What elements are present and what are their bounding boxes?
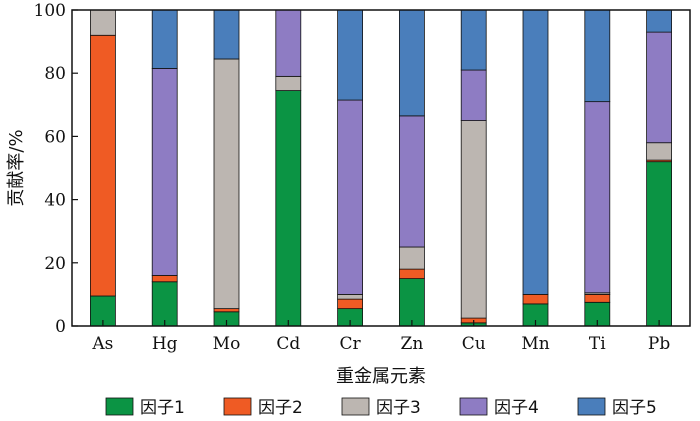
x-tick-label-Hg: Hg bbox=[152, 334, 178, 354]
legend-label-1: 因子1 bbox=[140, 398, 185, 418]
x-tick-label-Mo: Mo bbox=[213, 334, 241, 354]
bar-Cr-3 bbox=[337, 293, 364, 300]
legend-label-3: 因子3 bbox=[376, 398, 421, 418]
x-axis-title: 重金属元素 bbox=[336, 366, 426, 387]
bar-Ti-4 bbox=[584, 101, 611, 294]
y-tick-label: 60 bbox=[44, 127, 66, 147]
bar-Zn-1 bbox=[398, 278, 425, 327]
legend-label-2: 因子2 bbox=[258, 398, 303, 418]
x-tick-label-Ti: Ti bbox=[589, 334, 606, 354]
x-tick-label-Pb: Pb bbox=[648, 334, 670, 354]
bar-Cd-1 bbox=[275, 90, 302, 327]
bar-Pb-1 bbox=[646, 161, 672, 327]
bar-As-3 bbox=[90, 9, 116, 36]
y-axis: 0 20 40 60 80 100 bbox=[34, 1, 78, 337]
x-axis: As Hg Mo Cd Cr Zn Cu Mn Ti Pb bbox=[91, 320, 670, 354]
bar-Mo-3 bbox=[213, 58, 240, 310]
bar-Cr-4 bbox=[337, 99, 364, 295]
legend-swatch-1 bbox=[105, 397, 134, 416]
bar-Cr-5 bbox=[337, 9, 364, 101]
y-tick-label: 0 bbox=[55, 317, 66, 337]
x-tick-label-Cr: Cr bbox=[340, 334, 362, 354]
bar-Hg-1 bbox=[151, 281, 178, 327]
bar-Zn-5 bbox=[398, 9, 425, 117]
bar-Hg-2 bbox=[151, 275, 178, 283]
bar-Ti-2 bbox=[584, 293, 611, 303]
bar-Cu-3 bbox=[460, 120, 487, 319]
bar-Cr-2 bbox=[337, 298, 364, 310]
x-tick-label-Cu: Cu bbox=[462, 334, 486, 354]
y-tick-label: 40 bbox=[44, 191, 66, 211]
plot-area-frame bbox=[71, 9, 691, 327]
legend-swatch-3 bbox=[341, 397, 370, 416]
y-tick-label: 100 bbox=[34, 1, 66, 21]
y-tick-label: 80 bbox=[44, 64, 66, 84]
bar-Zn-4 bbox=[398, 115, 425, 248]
x-tick-label-Mn: Mn bbox=[521, 334, 549, 354]
x-tick-label-Zn: Zn bbox=[401, 334, 424, 354]
legend-swatch-5 bbox=[577, 397, 606, 416]
bar-Zn-2 bbox=[398, 268, 425, 279]
bar-Cu-4 bbox=[460, 69, 487, 122]
legend-label-4: 因子4 bbox=[494, 398, 539, 418]
bar-Cu-5 bbox=[460, 9, 487, 71]
y-axis-title: 贡献率/% bbox=[6, 129, 27, 206]
bar-Cd-3 bbox=[275, 75, 302, 91]
bar-Mo-5 bbox=[213, 9, 240, 60]
bar-Pb-3 bbox=[646, 142, 672, 161]
legend-swatch-4 bbox=[459, 397, 488, 416]
bar-Cd-4 bbox=[275, 9, 302, 77]
y-tick-label: 20 bbox=[44, 254, 66, 274]
bar-Mo-2 bbox=[213, 308, 240, 313]
bar-Mn-5 bbox=[522, 9, 549, 295]
bar-Pb-4 bbox=[646, 31, 672, 144]
bars-layer bbox=[90, 9, 672, 327]
x-tick-label-As: As bbox=[91, 334, 113, 354]
x-tick-label-Cd: Cd bbox=[276, 334, 300, 354]
bar-Pb-5 bbox=[646, 9, 672, 33]
legend-swatch-2 bbox=[223, 397, 252, 416]
bar-Hg-4 bbox=[151, 68, 178, 276]
bar-Mn-2 bbox=[522, 293, 549, 305]
bar-Hg-5 bbox=[151, 9, 178, 69]
legend: 因子1 因子2 因子3 因子4 因子5 bbox=[105, 397, 657, 418]
bar-As-2 bbox=[90, 34, 116, 297]
bar-Zn-3 bbox=[398, 246, 425, 270]
bar-Ti-5 bbox=[584, 9, 611, 103]
legend-label-5: 因子5 bbox=[612, 398, 657, 418]
